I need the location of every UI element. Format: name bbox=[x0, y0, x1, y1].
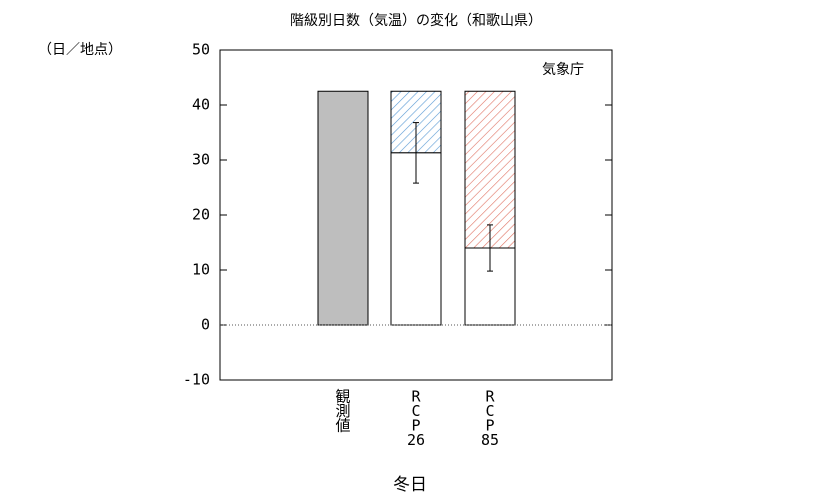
x-tick-label: C bbox=[411, 402, 420, 420]
y-tick-label: -10 bbox=[183, 371, 210, 389]
x-tick-label: 26 bbox=[407, 431, 425, 449]
y-tick-label: 10 bbox=[192, 261, 210, 279]
x-tick-label: P bbox=[411, 417, 420, 435]
y-unit-label: （日／地点） bbox=[38, 42, 122, 58]
bar bbox=[317, 90, 369, 326]
y-tick-label: 50 bbox=[192, 41, 210, 59]
x-tick-label: P bbox=[485, 417, 494, 435]
y-tick-label: 0 bbox=[201, 316, 210, 334]
x-tick-label: R bbox=[411, 388, 421, 406]
x-tick-label: 観 bbox=[335, 388, 350, 406]
x-tick-label: 値 bbox=[335, 417, 350, 435]
chart-title: 階級別日数（気温）の変化（和歌山県） bbox=[290, 12, 542, 29]
annotation: 気象庁 bbox=[542, 62, 584, 78]
change-segment bbox=[464, 90, 516, 249]
x-tick-label: R bbox=[485, 388, 495, 406]
x-tick-label: 85 bbox=[481, 431, 499, 449]
x-tick-label: C bbox=[485, 402, 494, 420]
y-tick-label: 40 bbox=[192, 96, 210, 114]
plot-frame bbox=[219, 49, 613, 381]
x-tick-label: 測 bbox=[335, 402, 350, 420]
y-tick-label: 30 bbox=[192, 151, 210, 169]
x-axis-label: 冬日 bbox=[393, 475, 427, 495]
y-tick-label: 20 bbox=[192, 206, 210, 224]
